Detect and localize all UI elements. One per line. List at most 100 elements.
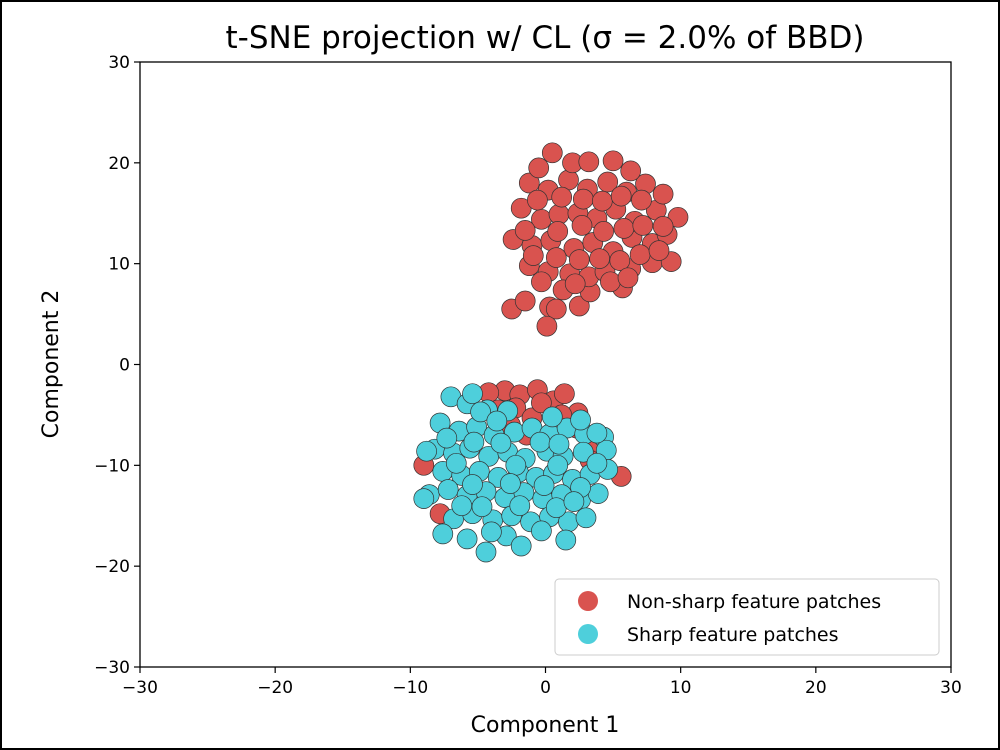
point-sharp [575,507,597,529]
point-non-sharp [597,171,619,193]
point-non-sharp [652,216,674,237]
point-sharp [541,406,563,428]
point-non-sharp [531,392,552,414]
point-non-sharp [514,220,536,241]
chart-title: t-SNE projection w/ CL (σ = 2.0% of BBD) [225,20,864,56]
point-non-sharp [545,298,567,320]
point-sharp [510,535,532,557]
point-sharp [481,521,502,543]
point-sharp [451,495,473,517]
y-tick-label: −10 [94,456,130,476]
point-non-sharp [617,267,639,289]
point-non-sharp [593,221,614,242]
point-non-sharp [531,271,552,293]
legend-marker-non-sharp [578,591,598,611]
point-sharp [505,454,527,476]
legend-marker-sharp [578,624,598,644]
point-non-sharp [541,142,563,164]
point-non-sharp [568,249,590,270]
point-sharp [547,454,569,476]
point-sharp [586,422,608,444]
point-sharp [471,496,493,518]
point-sharp [416,440,437,462]
point-non-sharp [564,273,586,295]
legend-box [554,578,940,656]
point-sharp [555,529,577,551]
point-sharp [437,479,459,500]
point-non-sharp [652,183,674,205]
point-sharp [456,528,478,550]
x-tick-label: 0 [540,678,551,698]
x-axis-label: Component 1 [471,713,620,738]
point-non-sharp [572,188,594,210]
x-tick-label: 30 [940,678,962,698]
y-tick-label: −30 [94,658,130,678]
point-sharp [486,410,508,432]
x-tick-label: −20 [257,678,293,698]
legend-label-non-sharp: Non-sharp feature patches [627,591,881,613]
point-sharp [436,427,458,449]
point-sharp [545,497,567,519]
point-non-sharp [620,160,642,182]
point-sharp [572,441,594,463]
point-sharp [463,431,485,453]
point-sharp [500,473,521,494]
legend-label-sharp: Sharp feature patches [627,624,839,646]
point-non-sharp [589,248,610,269]
y-tick-label: 30 [108,53,130,73]
y-axis-label: Component 2 [39,290,64,439]
point-non-sharp [568,295,590,317]
point-non-sharp [613,218,635,239]
point-sharp [531,520,552,542]
point-non-sharp [578,151,600,173]
point-sharp [587,483,609,504]
legend: Non-sharp feature patches Sharp feature … [554,578,940,656]
x-tick-label: 10 [670,678,692,698]
point-non-sharp [571,215,593,236]
point-non-sharp [610,185,632,207]
points-layer [413,142,689,563]
point-non-sharp [609,250,631,271]
x-tick-label: −30 [122,678,158,698]
y-tick-label: 20 [108,154,130,174]
point-non-sharp [551,186,573,208]
point-non-sharp [629,244,651,265]
point-non-sharp [518,172,540,194]
point-sharp [529,431,551,453]
y-tick-label: 10 [108,255,130,275]
point-sharp [475,541,497,563]
point-sharp [445,452,467,474]
point-non-sharp [600,271,621,293]
point-sharp [533,475,555,496]
point-non-sharp [527,189,548,211]
point-non-sharp [547,221,569,242]
point-sharp [570,409,591,431]
point-sharp [462,383,483,405]
point-non-sharp [591,190,613,212]
point-sharp [462,474,483,495]
y-tick-label: 0 [119,356,130,376]
point-non-sharp [514,290,536,312]
point-sharp [548,433,570,455]
point-non-sharp [528,157,550,179]
y-tick-label: −20 [94,557,130,577]
point-sharp [586,452,608,474]
point-non-sharp [545,247,567,268]
point-non-sharp [648,240,670,261]
point-non-sharp [536,315,558,337]
point-non-sharp [522,245,544,266]
point-sharp [563,491,585,512]
point-sharp [470,401,491,423]
point-sharp [490,432,512,454]
point-non-sharp [554,383,575,405]
point-non-sharp [632,215,654,236]
ticks-layer: −30 −20 −10 0 10 20 30 −30 −20 −10 0 10 20 30 [94,53,962,698]
point-sharp [432,523,454,545]
point-sharp [509,495,531,517]
point-non-sharp [602,150,624,172]
x-tick-label: −10 [392,678,428,698]
point-sharp [413,488,435,509]
point-non-sharp [631,189,652,211]
x-tick-label: 20 [805,678,827,698]
